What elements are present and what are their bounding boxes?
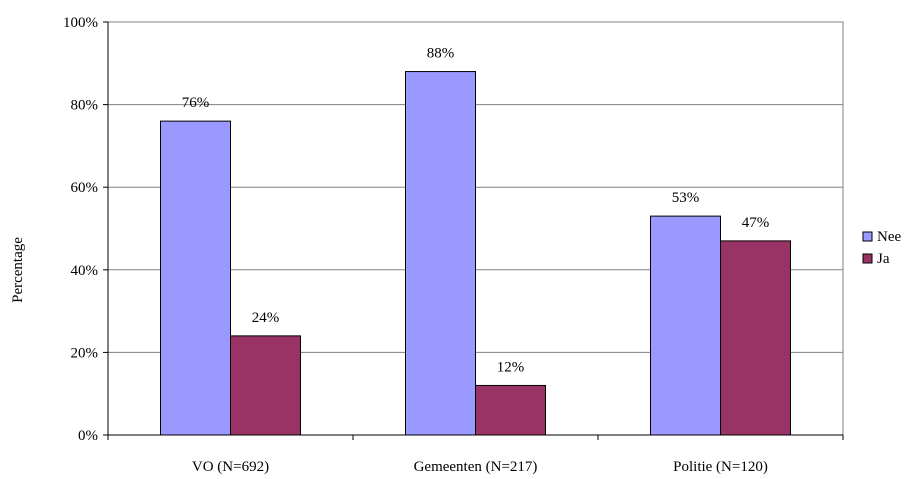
y-tick-label-80: 80% — [71, 98, 99, 114]
x-tick-label-1: Gemeenten (N=217) — [414, 459, 538, 475]
data-label-ja-2: 47% — [742, 215, 770, 231]
y-tick-label-20: 20% — [71, 345, 99, 361]
x-tick-label-0: VO (N=692) — [192, 459, 269, 475]
data-label-nee-0: 76% — [182, 95, 210, 111]
bar-nee-0 — [160, 120, 231, 436]
y-tick-label-0: 0% — [78, 428, 98, 444]
legend-label-nee: Nee — [877, 229, 901, 245]
y-tick-label-100: 100% — [63, 15, 98, 31]
bar-ja-0 — [230, 335, 301, 436]
x-tick-labels: VO (N=692) Gemeenten (N=217) Politie (N=12… — [192, 459, 768, 475]
data-label-ja-0: 24% — [252, 310, 280, 326]
y-tick-labels: 0% 20% 40% 60% 80% 100% — [63, 15, 98, 444]
legend-swatch-nee — [862, 231, 873, 242]
legend-label-ja: Ja — [877, 251, 890, 267]
bar-ja-2 — [720, 240, 791, 436]
data-label-ja-1: 12% — [497, 359, 525, 375]
axes — [103, 21, 844, 440]
data-label-nee-2: 53% — [672, 190, 700, 206]
bar-ja-1 — [475, 384, 546, 436]
y-tick-label-60: 60% — [71, 180, 99, 196]
data-labels: 76% 24% 88% 12% 53% 47% — [182, 46, 770, 376]
bar-nee-2 — [650, 215, 721, 436]
y-axis-title: Percentage — [10, 237, 26, 303]
data-label-nee-1: 88% — [427, 46, 455, 62]
bar-nee-1 — [405, 71, 476, 436]
bars — [160, 71, 791, 436]
legend-swatch-ja — [862, 253, 873, 264]
x-tick-label-2: Politie (N=120) — [673, 459, 768, 475]
legend: Nee Ja — [862, 229, 901, 267]
y-tick-label-40: 40% — [71, 263, 99, 279]
